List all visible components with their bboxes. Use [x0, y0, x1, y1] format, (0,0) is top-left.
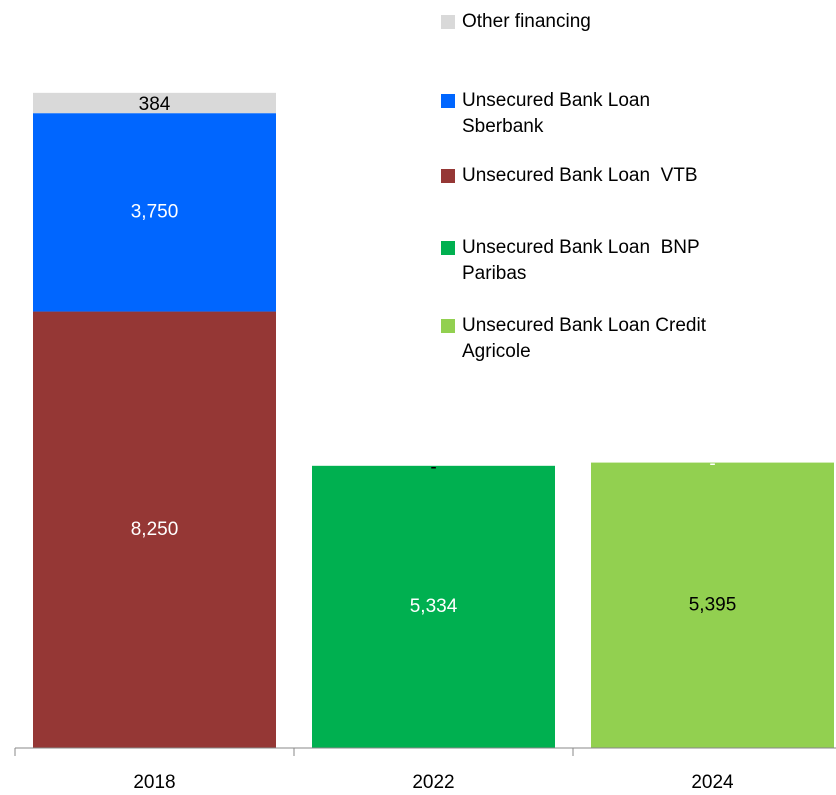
legend-label: Unsecured Bank Loan VTB	[462, 165, 698, 186]
bar-segment	[312, 465, 555, 748]
bar-segment	[33, 311, 276, 748]
legend-swatch	[441, 241, 455, 255]
legend-item: Other financing	[441, 9, 731, 35]
data-label: 5,334	[410, 596, 458, 617]
legend-item: Unsecured Bank Loan Sberbank	[441, 88, 731, 140]
legend-swatch	[441, 319, 455, 333]
data-label: 384	[139, 94, 171, 115]
x-tick-label: 2018	[133, 772, 175, 793]
legend-label: Unsecured Bank Loan Credit Agricole	[462, 315, 711, 362]
x-tick-label: 2022	[412, 772, 454, 793]
bar-segment	[591, 462, 834, 748]
data-label: 3,750	[131, 201, 179, 222]
legend-item: Unsecured Bank Loan VTB	[441, 163, 731, 189]
legend-label: Other financing	[462, 11, 591, 32]
legend-label: Unsecured Bank Loan BNP Paribas	[462, 237, 705, 284]
x-tick-label: 2024	[691, 772, 734, 793]
data-label: -	[430, 457, 436, 478]
legend-swatch	[441, 94, 455, 108]
legend-item: Unsecured Bank Loan Credit Agricole	[441, 313, 731, 365]
legend-swatch	[441, 169, 455, 183]
legend-swatch	[441, 15, 455, 29]
legend-label: Unsecured Bank Loan Sberbank	[462, 90, 656, 137]
data-label: 5,395	[689, 594, 737, 615]
data-label: 8,250	[131, 519, 179, 540]
bar-segment	[33, 113, 276, 312]
data-label: -	[709, 454, 715, 475]
legend-item: Unsecured Bank Loan BNP Paribas	[441, 235, 731, 287]
bar-segment	[33, 92, 276, 114]
